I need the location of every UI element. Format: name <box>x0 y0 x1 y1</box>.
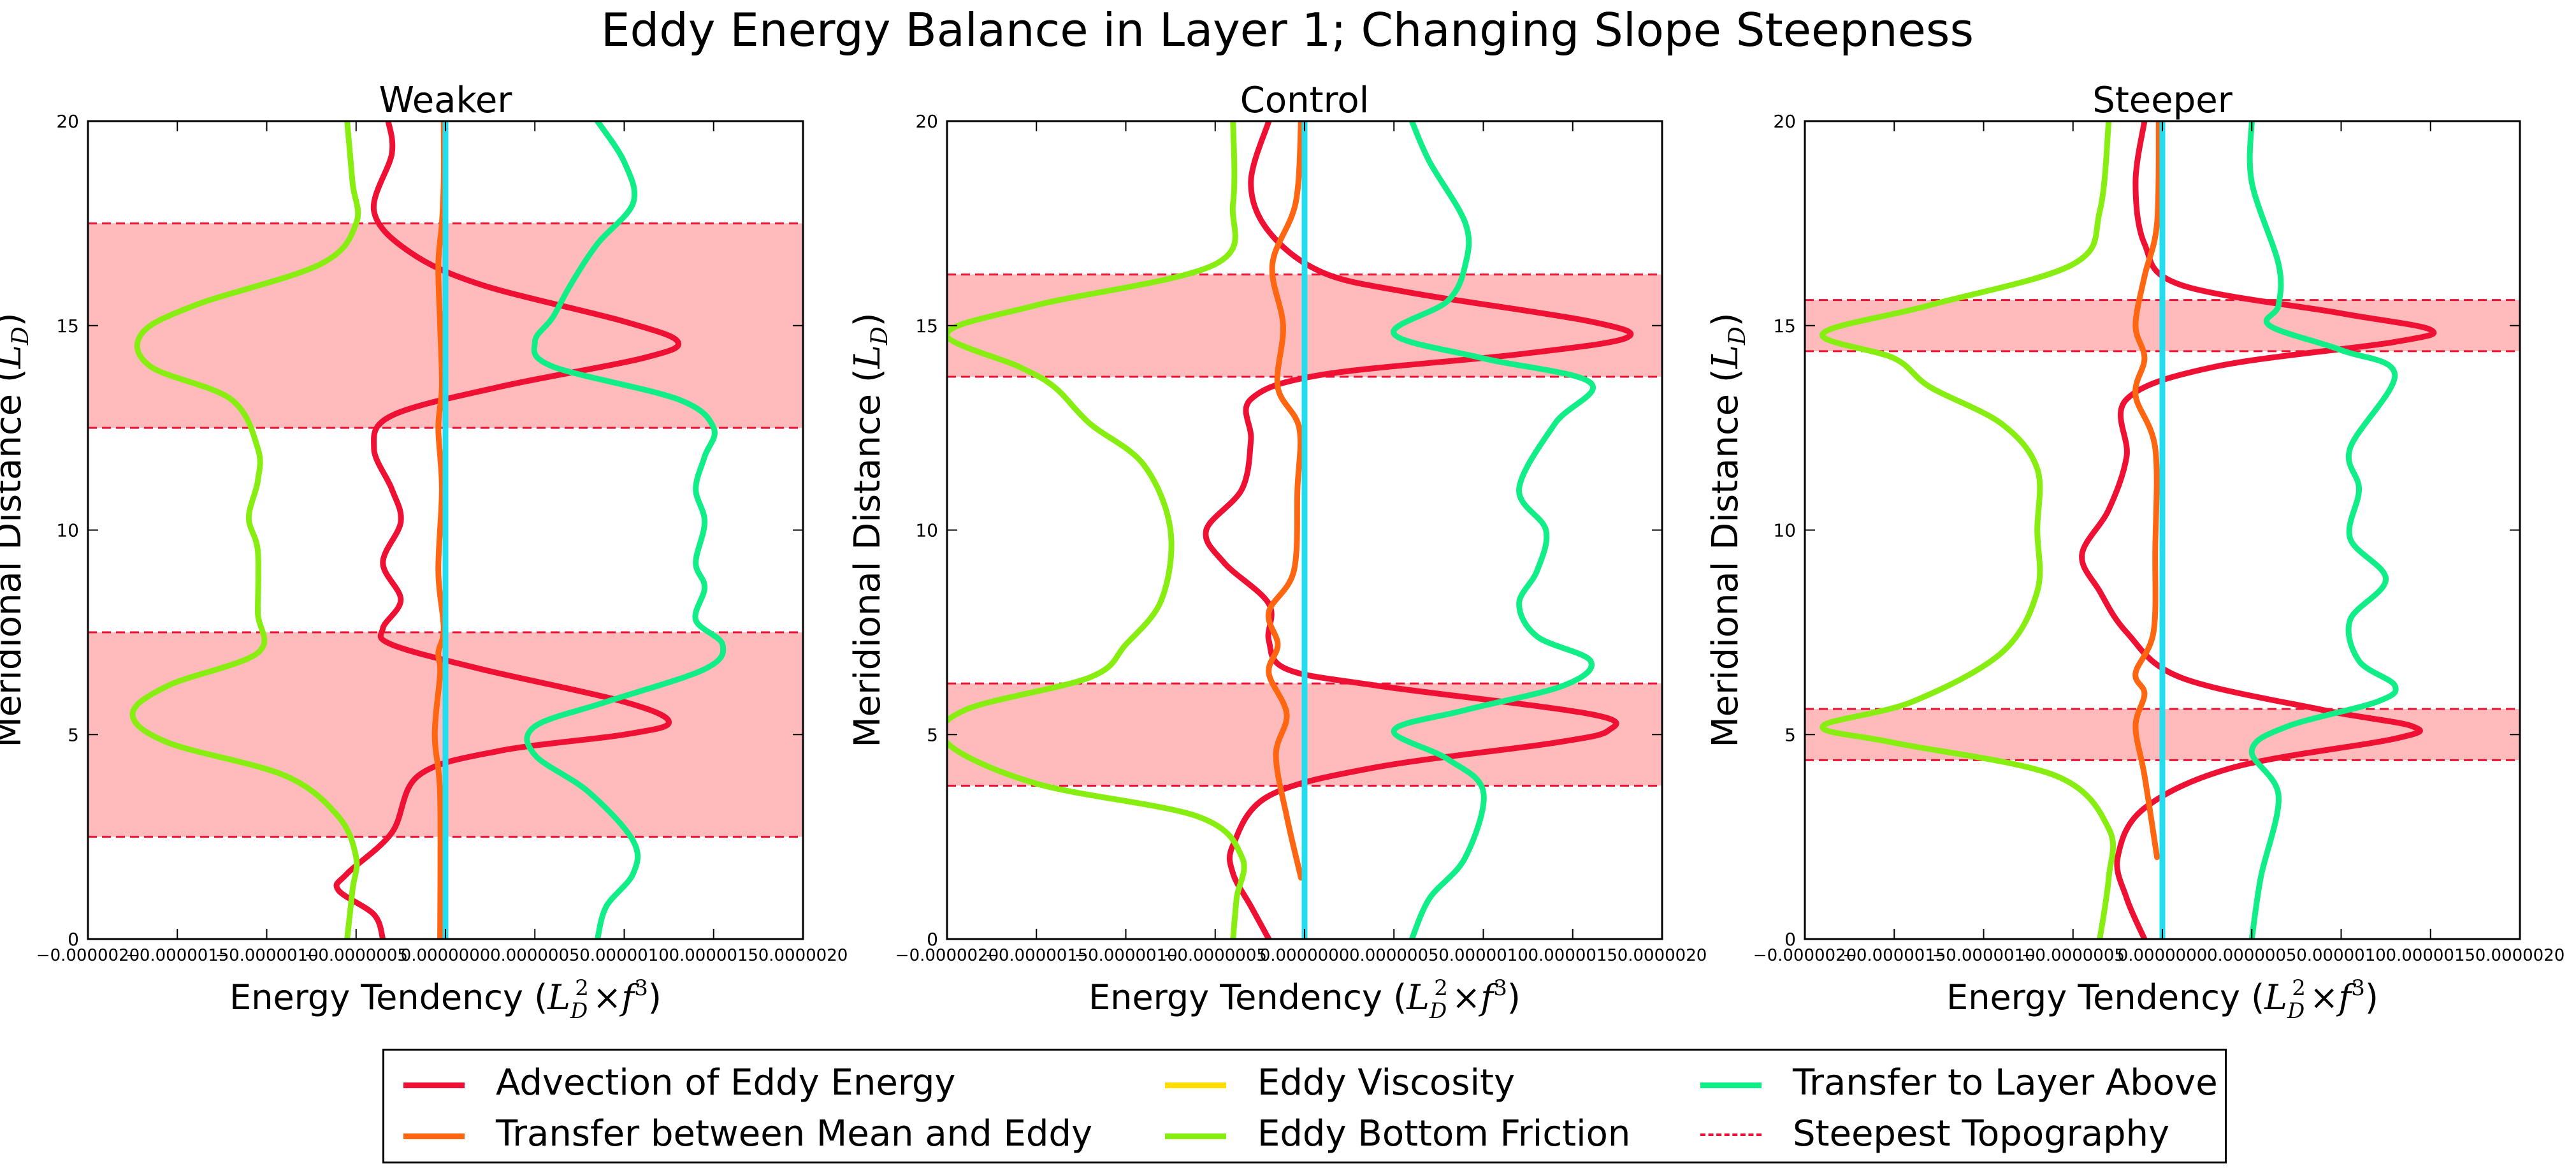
legend-swatch-transfer-above <box>1700 1082 1762 1088</box>
x-tick-label: 0.0000010 <box>1438 946 1528 965</box>
plot-area <box>947 121 1662 939</box>
x-tick-label: 0.0000000 <box>2118 946 2208 965</box>
x-tick-label: −0.0000015 <box>126 946 229 965</box>
legend-label-eddy-viscosity: Eddy Viscosity <box>1257 1062 1516 1104</box>
series-transfer-to-layer-above <box>1391 121 1596 939</box>
legend-item-bottom-friction: Eddy Bottom Friction <box>1146 1109 1630 1160</box>
x-axis-label: Energy Tendency (LD2 ×f3) <box>1089 975 1521 1024</box>
series-transfer-between-mean-and-eddy <box>431 121 447 939</box>
x-tick-label: −0.0000010 <box>1932 946 2035 965</box>
x-tick-label: 0.0000015 <box>1528 946 1617 965</box>
y-axis-label: Meridional Distance (LD) <box>1705 312 1751 747</box>
panel-weaker: Weaker05101520−0.0000020−0.0000015−0.000… <box>0 80 848 1024</box>
panel-steeper: Steeper05101520−0.0000020−0.0000015−0.00… <box>1705 80 2565 1024</box>
x-tick-label: −0.0000015 <box>1842 946 1946 965</box>
x-tick-label: −0.0000005 <box>1164 946 1267 965</box>
x-tick-label: −0.0000005 <box>305 946 408 965</box>
legend-swatch-bottom-friction <box>1165 1133 1226 1139</box>
x-tick-label: 0.0000005 <box>2207 946 2297 965</box>
legend-label-advection: Advection of Eddy Energy <box>496 1062 956 1104</box>
y-tick-label: 10 <box>1773 520 1796 541</box>
series-eddy-bottom-friction <box>947 121 1247 939</box>
x-tick-label: 0.0000020 <box>758 946 848 965</box>
series-eddy-bottom-friction <box>1820 121 2117 939</box>
y-tick-label: 20 <box>1773 111 1796 132</box>
y-tick-label: 15 <box>915 316 938 337</box>
legend-swatch-transfer-mean-eddy <box>403 1133 465 1139</box>
series-eddy-bottom-friction <box>129 121 361 939</box>
x-tick-label: 0.0000015 <box>2385 946 2475 965</box>
series-transfer-to-layer-above <box>524 121 727 939</box>
x-tick-label: 0.0000000 <box>401 946 491 965</box>
x-tick-label: −0.0000020 <box>36 946 140 965</box>
legend-swatch-eddy-viscosity <box>1165 1082 1226 1088</box>
legend-label-bottom-friction: Eddy Bottom Friction <box>1257 1113 1631 1155</box>
legend-item-transfer-above: Transfer to Layer Above <box>1681 1058 2223 1109</box>
x-tick-label: 0.0000010 <box>2296 946 2386 965</box>
x-tick-label: −0.0000020 <box>895 946 999 965</box>
legend-swatch-steepest-topography <box>1700 1133 1762 1136</box>
x-axis-label: Energy Tendency (LD2 ×f3) <box>1946 975 2378 1024</box>
plot-area <box>88 121 803 939</box>
y-tick-label: 10 <box>915 520 938 541</box>
y-axis-label: Meridional Distance (LD) <box>847 312 893 747</box>
y-tick-label: 15 <box>56 316 79 337</box>
legend-item-transfer-mean-eddy: Transfer between Mean and Eddy <box>384 1109 1136 1160</box>
legend-item-steepest-topography: Steepest Topography <box>1681 1109 2223 1160</box>
series-transfer-between-mean-and-eddy <box>1265 121 1304 881</box>
chart-legend: Advection of Eddy Energy Transfer betwee… <box>382 1049 2227 1163</box>
y-tick-label: 10 <box>56 520 79 541</box>
legend-swatch-advection <box>403 1082 465 1088</box>
series-transfer-to-layer-above <box>2247 121 2399 939</box>
x-axis-label: Energy Tendency (LD2 ×f3) <box>229 975 662 1024</box>
panel-title: Control <box>1240 80 1369 121</box>
panel-title: Steeper <box>2092 80 2232 121</box>
y-axis-label: Meridional Distance (LD) <box>0 312 34 747</box>
x-tick-label: 0.0000020 <box>2475 946 2565 965</box>
series-advection-of-eddy-energy <box>2079 121 2437 939</box>
y-tick-label: 0 <box>1784 929 1796 950</box>
plot-area <box>1805 121 2520 939</box>
x-tick-label: 0.0000000 <box>1260 946 1350 965</box>
legend-label-steepest-topography: Steepest Topography <box>1793 1113 2170 1155</box>
x-tick-label: −0.0000005 <box>2022 946 2125 965</box>
figure-title: Eddy Energy Balance in Layer 1; Changing… <box>601 3 1974 57</box>
x-tick-label: −0.0000020 <box>1753 946 1856 965</box>
series-transfer-between-mean-and-eddy <box>2132 121 2162 861</box>
panel-control: Control05101520−0.0000020−0.0000015−0.00… <box>847 80 1707 1024</box>
series-advection-of-eddy-energy <box>333 121 681 939</box>
y-tick-label: 20 <box>915 111 938 132</box>
legend-item-eddy-viscosity: Eddy Viscosity <box>1146 1058 1592 1109</box>
legend-label-transfer-mean-eddy: Transfer between Mean and Eddy <box>496 1113 1093 1155</box>
x-tick-label: −0.0000015 <box>985 946 1088 965</box>
y-tick-label: 0 <box>927 929 938 950</box>
x-tick-label: 0.0000015 <box>669 946 758 965</box>
x-tick-label: 0.0000005 <box>1349 946 1439 965</box>
x-tick-label: 0.0000020 <box>1617 946 1707 965</box>
y-tick-label: 0 <box>68 929 79 950</box>
x-tick-label: 0.0000005 <box>490 946 580 965</box>
y-tick-label: 20 <box>56 111 79 132</box>
y-tick-label: 5 <box>1784 724 1796 745</box>
x-tick-label: −0.0000010 <box>215 946 318 965</box>
series-advection-of-eddy-energy <box>1203 121 1634 939</box>
y-tick-label: 5 <box>68 724 79 745</box>
chart-panels: Weaker05101520−0.0000020−0.0000015−0.000… <box>0 80 2565 1024</box>
legend-label-transfer-above: Transfer to Layer Above <box>1793 1062 2218 1104</box>
x-tick-label: 0.0000010 <box>579 946 669 965</box>
y-tick-label: 15 <box>1773 316 1796 337</box>
panel-title: Weaker <box>379 80 513 121</box>
x-tick-label: −0.0000010 <box>1074 946 1177 965</box>
legend-item-advection: Advection of Eddy Energy <box>384 1058 958 1109</box>
y-tick-label: 5 <box>927 724 938 745</box>
